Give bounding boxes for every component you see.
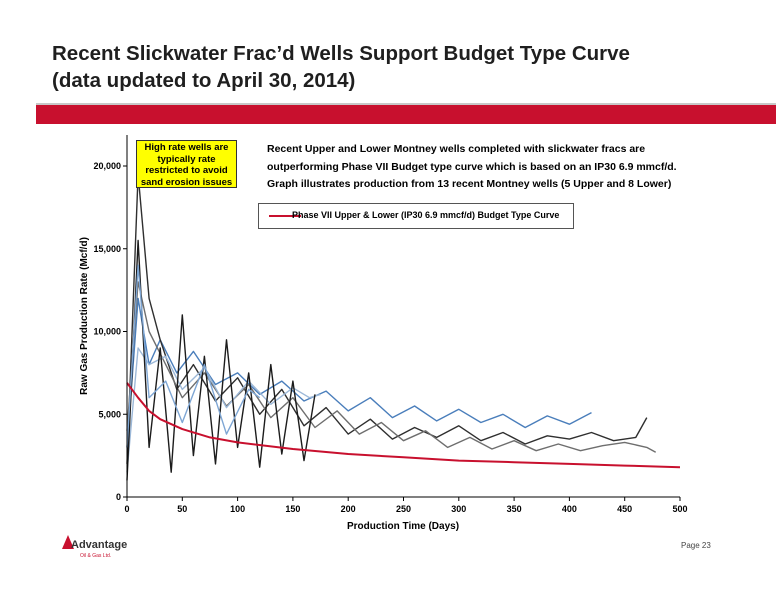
series-line-well-3 — [126, 281, 657, 453]
chart-note-wells: Graph illustrates production from 13 rec… — [267, 178, 672, 190]
legend-swatch-type-curve — [269, 215, 301, 217]
x-tick-label: 450 — [617, 504, 632, 514]
x-axis-title: Production Time (Days) — [347, 521, 459, 532]
series-line-well-5 — [126, 239, 316, 481]
ticks-layer: 0 50 100 150 200 250 300 350 400 450 500 0 5,000 10,0… — [93, 161, 687, 514]
x-tick-label: 400 — [562, 504, 577, 514]
title-divider — [36, 103, 776, 105]
y-tick-label: 20,000 — [93, 161, 121, 171]
y-tick-label: 10,000 — [93, 327, 121, 337]
logo-name: Advantage — [71, 539, 128, 551]
callout-note: High rate wells are typically rate restr… — [136, 140, 237, 188]
y-axis-title: Raw Gas Production Rate (Mcf/d) — [79, 237, 90, 395]
series-line-type-curve — [126, 382, 681, 469]
x-tick-label: 0 — [124, 504, 129, 514]
y-tick-label: 15,000 — [93, 244, 121, 254]
y-tick-label: 0 — [116, 492, 121, 502]
slide-title: Recent Slickwater Frac’d Wells Support B… — [52, 40, 630, 94]
title-line-2: (data updated to April 30, 2014) — [52, 69, 356, 92]
x-tick-label: 150 — [285, 504, 300, 514]
chart-legend: Phase VII Upper & Lower (IP30 6.9 mmcf/d… — [258, 203, 574, 229]
series-line-well-1 — [126, 297, 592, 448]
chart-note-outperforming: Recent Upper and Lower Montney wells com… — [267, 143, 677, 173]
flame-icon — [62, 535, 74, 549]
x-tick-label: 300 — [451, 504, 466, 514]
x-tick-label: 350 — [507, 504, 522, 514]
logo-subtitle: Oil & Gas Ltd. — [80, 553, 112, 559]
brand-band — [36, 105, 776, 124]
x-tick-label: 200 — [341, 504, 356, 514]
series-line-well-2 — [126, 173, 648, 464]
x-tick-label: 500 — [672, 504, 687, 514]
series-layer — [126, 173, 681, 481]
x-tick-label: 250 — [396, 504, 411, 514]
y-tick-label: 5,000 — [98, 409, 121, 419]
series-line-well-4 — [126, 347, 321, 473]
x-tick-label: 100 — [230, 504, 245, 514]
title-line-1: Recent Slickwater Frac’d Wells Support B… — [52, 42, 630, 65]
page-number: Page 23 — [681, 541, 711, 550]
legend-label-type-curve: Phase VII Upper & Lower (IP30 6.9 mmcf/d… — [292, 210, 560, 220]
x-tick-label: 50 — [177, 504, 187, 514]
series-line-well-6 — [126, 264, 261, 448]
